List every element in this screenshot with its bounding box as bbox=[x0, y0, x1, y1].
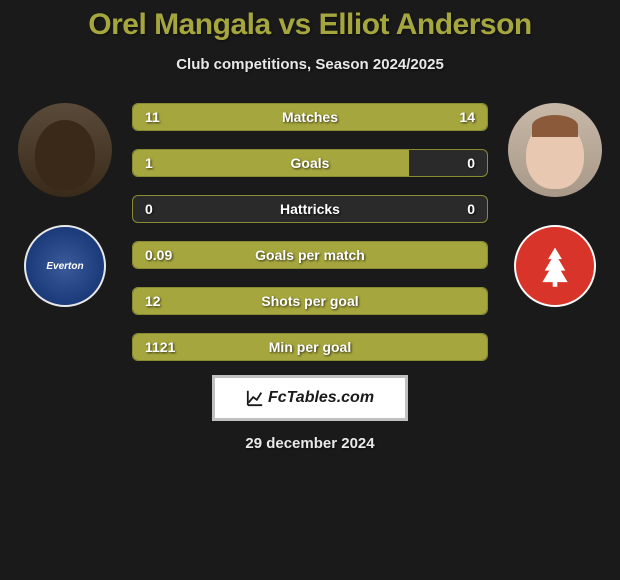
stat-value-left: 0 bbox=[145, 201, 153, 217]
stats-column: 11 Matches 14 1 Goals 0 0 Hattricks 0 0.09 Goals p… bbox=[120, 103, 500, 361]
source-logo-text: FcTables.com bbox=[268, 389, 374, 407]
bar-fill-left bbox=[133, 150, 409, 176]
player2-avatar bbox=[508, 103, 602, 197]
club1-label: Everton bbox=[46, 261, 83, 272]
stat-value-right: 0 bbox=[467, 201, 475, 217]
player1-column: Everton bbox=[10, 103, 120, 307]
stat-value-left: 11 bbox=[145, 109, 160, 125]
stat-value-right: 0 bbox=[467, 155, 475, 171]
stat-label: Goals bbox=[291, 155, 330, 171]
stat-value-left: 1121 bbox=[145, 339, 175, 355]
date-label: 29 december 2024 bbox=[245, 435, 374, 452]
stat-label: Shots per goal bbox=[261, 293, 358, 309]
comparison-card: Orel Mangala vs Elliot Anderson Club com… bbox=[0, 0, 620, 580]
forest-icon bbox=[532, 243, 578, 289]
player1-avatar bbox=[18, 103, 112, 197]
stat-bar: 11 Matches 14 bbox=[132, 103, 488, 131]
subtitle: Club competitions, Season 2024/2025 bbox=[176, 56, 444, 73]
stat-value-right: 14 bbox=[459, 109, 475, 125]
player2-club-badge bbox=[514, 225, 596, 307]
source-logo: FcTables.com bbox=[212, 375, 408, 421]
footer: FcTables.com 29 december 2024 bbox=[212, 375, 408, 452]
stat-label: Goals per match bbox=[255, 247, 365, 263]
stat-value-left: 1 bbox=[145, 155, 153, 171]
stat-bar: 12 Shots per goal bbox=[132, 287, 488, 315]
stat-bar: 0.09 Goals per match bbox=[132, 241, 488, 269]
player2-column bbox=[500, 103, 610, 307]
main-row: Everton 11 Matches 14 1 Goals 0 0 Hattricks 0 0.0… bbox=[0, 103, 620, 361]
chart-icon bbox=[246, 389, 264, 407]
stat-label: Hattricks bbox=[280, 201, 340, 217]
page-title: Orel Mangala vs Elliot Anderson bbox=[88, 8, 532, 42]
player1-club-badge: Everton bbox=[24, 225, 106, 307]
stat-value-left: 12 bbox=[145, 293, 161, 309]
stat-label: Min per goal bbox=[269, 339, 351, 355]
stat-label: Matches bbox=[282, 109, 338, 125]
stat-bar: 1 Goals 0 bbox=[132, 149, 488, 177]
stat-bar: 0 Hattricks 0 bbox=[132, 195, 488, 223]
stat-value-left: 0.09 bbox=[145, 247, 172, 263]
stat-bar: 1121 Min per goal bbox=[132, 333, 488, 361]
